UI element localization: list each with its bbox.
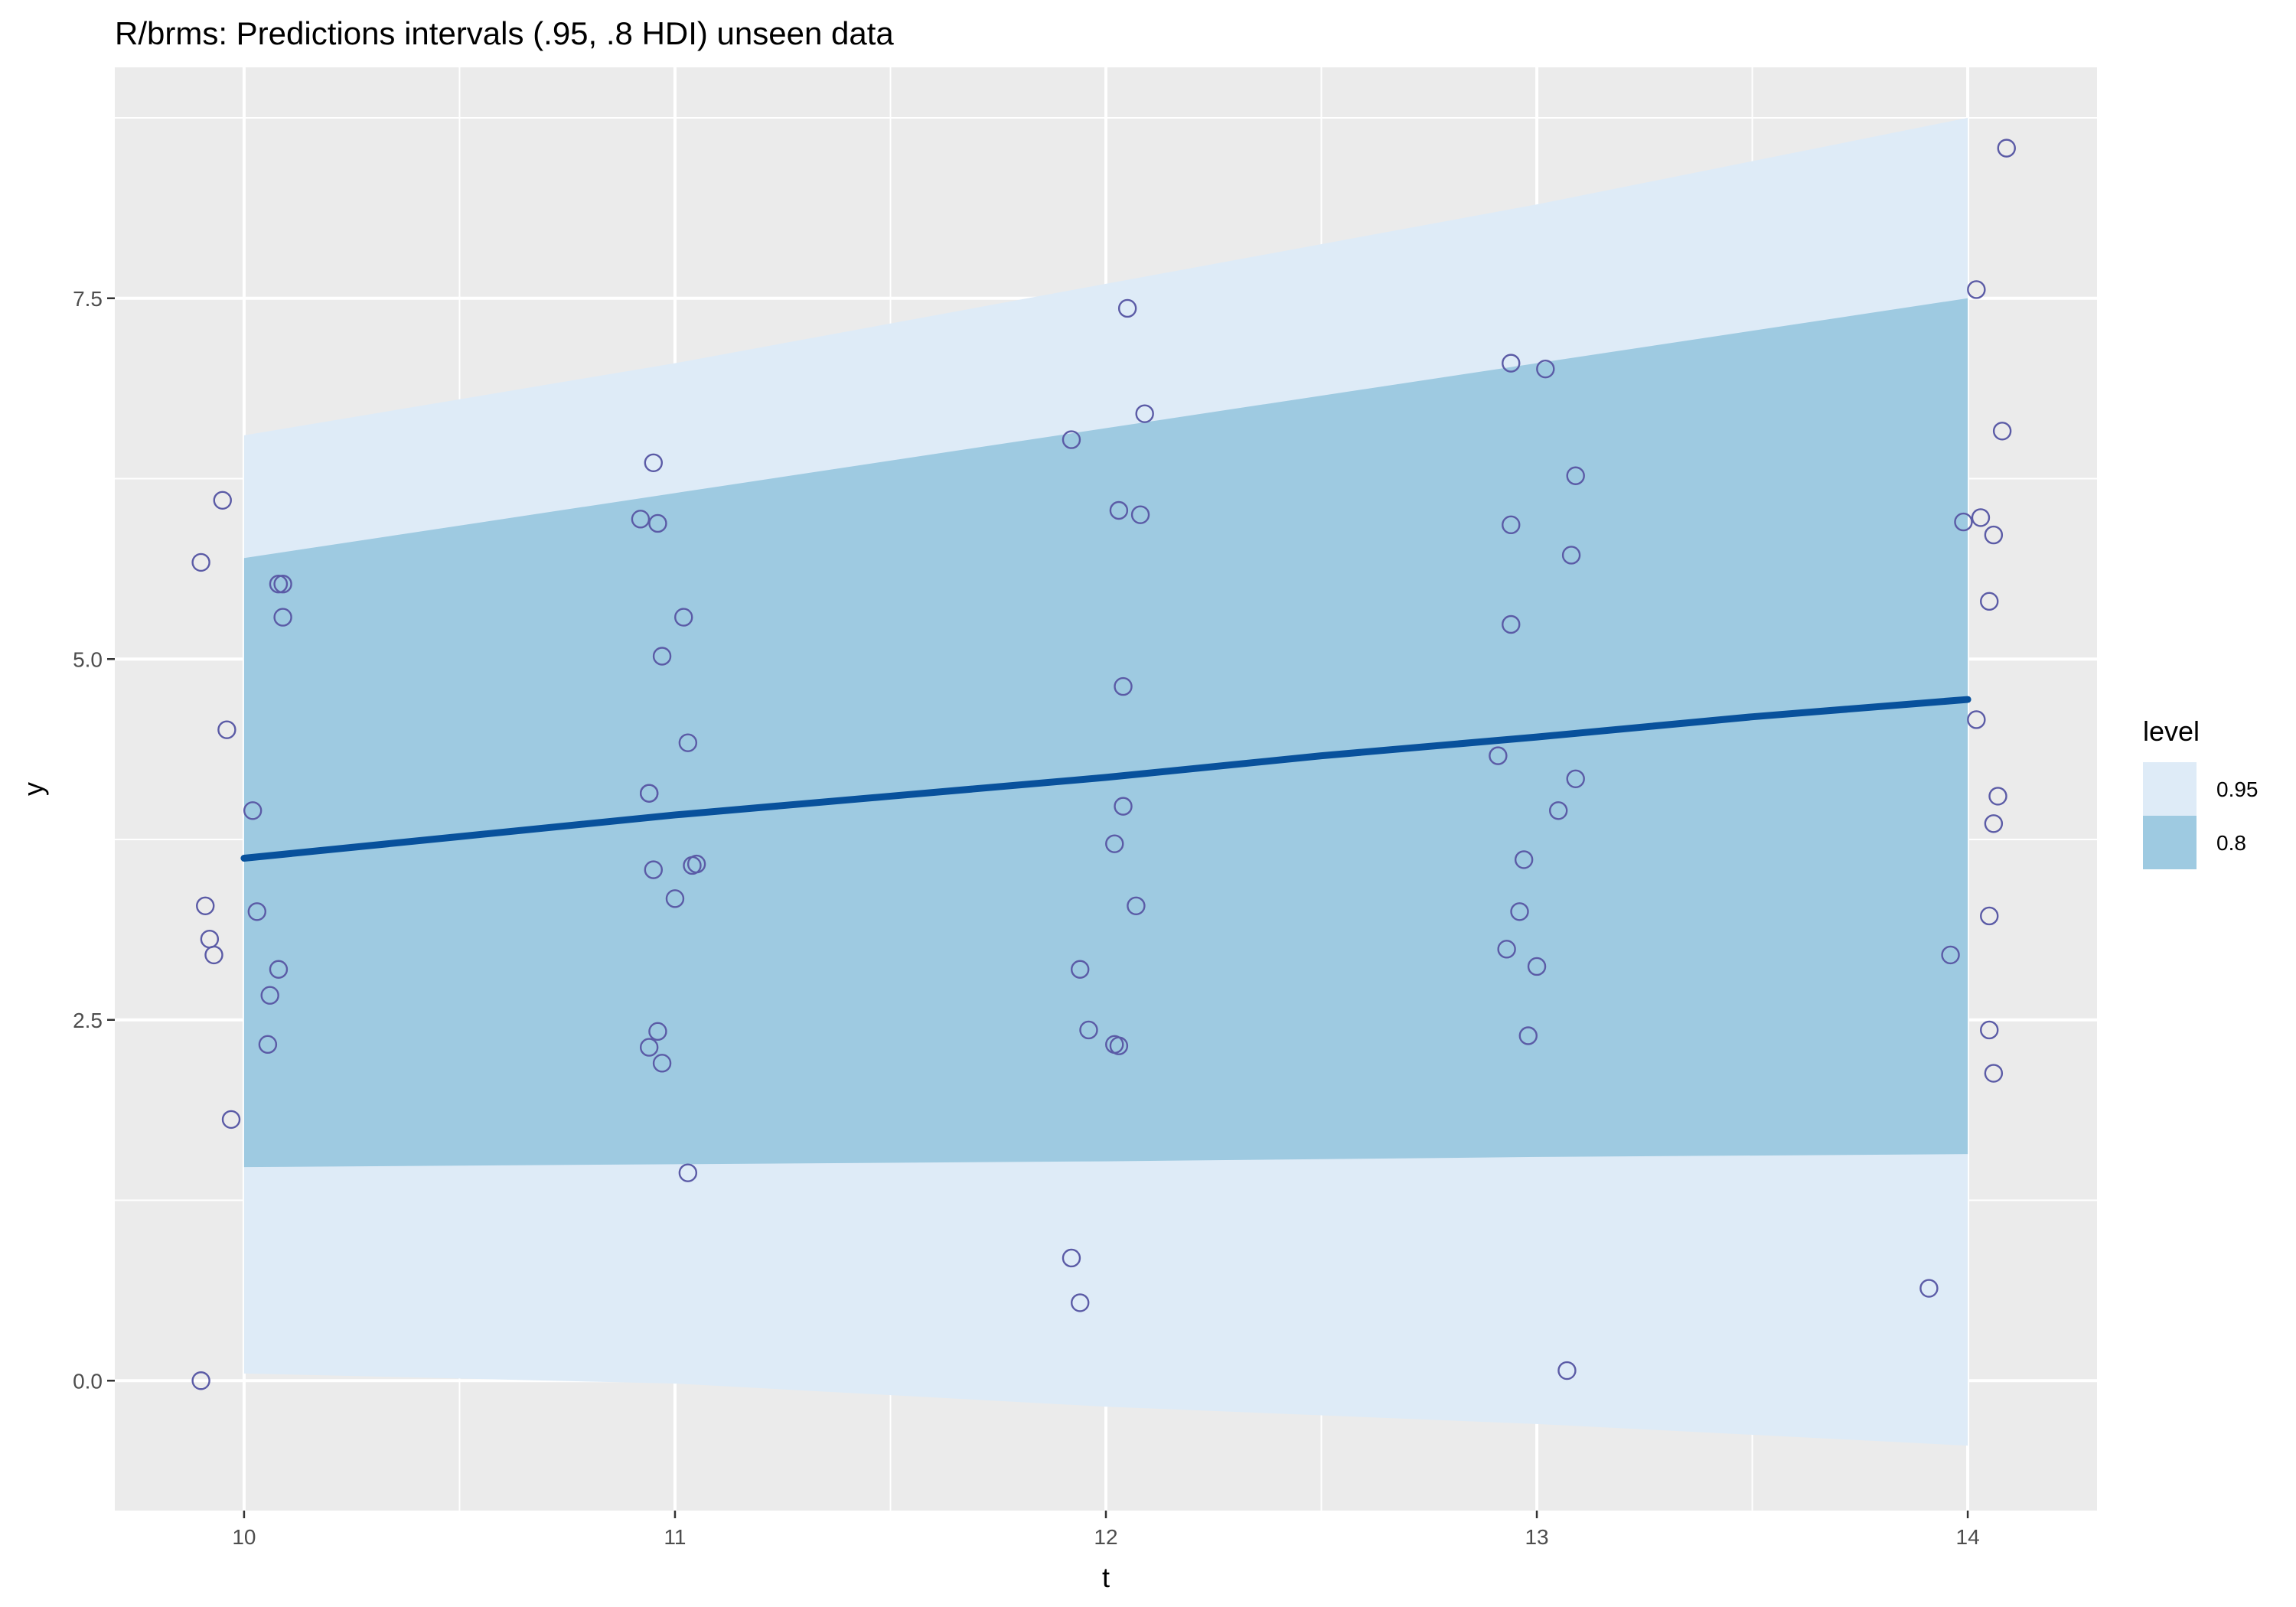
data-point <box>1062 430 1081 449</box>
legend-swatch-0.8 <box>2143 816 2197 869</box>
data-point <box>1062 1248 1081 1268</box>
data-point <box>678 1163 698 1182</box>
chart-title: R/brms: Predictions intervals (.95, .8 H… <box>115 15 894 51</box>
data-point <box>1988 787 2007 806</box>
data-point <box>648 1022 667 1041</box>
data-point <box>631 510 651 529</box>
data-point <box>639 1038 659 1057</box>
y-tick-label: 5.0 <box>73 647 103 671</box>
data-point <box>1980 592 1999 611</box>
data-point <box>196 896 215 915</box>
data-point <box>1117 298 1137 318</box>
data-point <box>273 574 292 594</box>
legend-label-0.8: 0.8 <box>2216 831 2246 855</box>
data-point <box>1502 354 1521 373</box>
data-point <box>191 1371 210 1390</box>
mean-prediction-line <box>240 696 1971 862</box>
x-axis: 10 11 12 13 14 <box>232 1511 1980 1549</box>
data-point <box>687 854 706 874</box>
x-tick-label: 14 <box>1956 1525 1980 1549</box>
data-point <box>1967 280 1986 299</box>
observed-points <box>191 139 2016 1390</box>
data-point <box>1071 960 1090 979</box>
data-point <box>269 960 289 979</box>
data-point <box>258 1035 278 1054</box>
data-point <box>243 801 263 820</box>
y-axis-title: y <box>18 782 49 796</box>
data-point <box>1489 746 1508 765</box>
data-point <box>1518 1026 1538 1045</box>
data-point <box>1984 1064 2004 1083</box>
x-tick-label: 10 <box>232 1525 256 1549</box>
data-point <box>1967 710 1986 729</box>
band-0.8 <box>243 298 1968 1168</box>
data-point <box>1497 940 1516 959</box>
data-point <box>652 1054 672 1073</box>
data-point <box>1130 505 1150 524</box>
data-point <box>665 889 685 908</box>
data-point <box>1557 1361 1577 1380</box>
data-point <box>1502 614 1521 634</box>
data-point <box>639 784 659 803</box>
data-point <box>1514 850 1534 869</box>
x-tick-label: 12 <box>1094 1525 1117 1549</box>
data-point <box>648 513 667 533</box>
legend-title: level <box>2143 715 2200 747</box>
x-axis-title: t <box>1102 1562 1110 1593</box>
data-point <box>217 720 236 739</box>
data-point <box>1127 896 1146 915</box>
data-point <box>652 647 672 666</box>
data-point <box>1980 906 1999 926</box>
interval-bands <box>243 118 1968 1446</box>
data-point <box>678 733 698 752</box>
data-point <box>1548 801 1568 820</box>
data-point <box>1510 902 1529 921</box>
data-point <box>1992 422 2012 441</box>
data-point <box>204 945 223 965</box>
data-point <box>1984 814 2004 833</box>
data-point <box>1079 1020 1098 1040</box>
y-tick-label: 0.0 <box>73 1369 103 1393</box>
data-point <box>260 986 279 1005</box>
legend-label-0.95: 0.95 <box>2216 777 2258 801</box>
y-axis: 0.0 2.5 5.0 7.5 <box>73 287 115 1393</box>
data-point <box>269 574 289 594</box>
legend-swatch-0.95 <box>2143 762 2197 816</box>
data-point <box>213 491 232 510</box>
data-point <box>1527 957 1547 976</box>
data-point <box>1114 797 1133 816</box>
x-tick-label: 11 <box>664 1525 686 1549</box>
data-point <box>644 860 664 879</box>
data-point <box>1135 404 1154 423</box>
y-tick-label: 2.5 <box>73 1009 103 1032</box>
data-point <box>1919 1279 1939 1298</box>
data-point <box>1109 500 1129 520</box>
data-point <box>1566 769 1585 788</box>
data-point <box>247 902 267 921</box>
data-point <box>1561 546 1581 565</box>
data-point <box>1980 1020 1999 1040</box>
data-point <box>221 1110 241 1129</box>
x-tick-label: 13 <box>1525 1525 1548 1549</box>
data-point <box>1114 676 1133 696</box>
data-point <box>1109 1036 1129 1055</box>
data-point <box>1971 508 1991 527</box>
data-point <box>1954 512 1973 532</box>
data-point <box>1502 515 1521 535</box>
data-point <box>1566 466 1585 485</box>
data-point <box>1105 834 1124 853</box>
data-point <box>273 608 292 627</box>
data-point <box>191 553 210 572</box>
data-point <box>1984 525 2004 545</box>
mean-line <box>240 696 1971 862</box>
data-point <box>1071 1293 1090 1312</box>
legend: level 0.95 0.8 <box>2143 715 2258 869</box>
data-point <box>1997 139 2016 158</box>
data-point <box>644 453 664 472</box>
y-tick-label: 7.5 <box>73 287 103 311</box>
data-point <box>1536 359 1555 379</box>
data-point <box>1941 945 1960 965</box>
data-point <box>674 608 693 627</box>
